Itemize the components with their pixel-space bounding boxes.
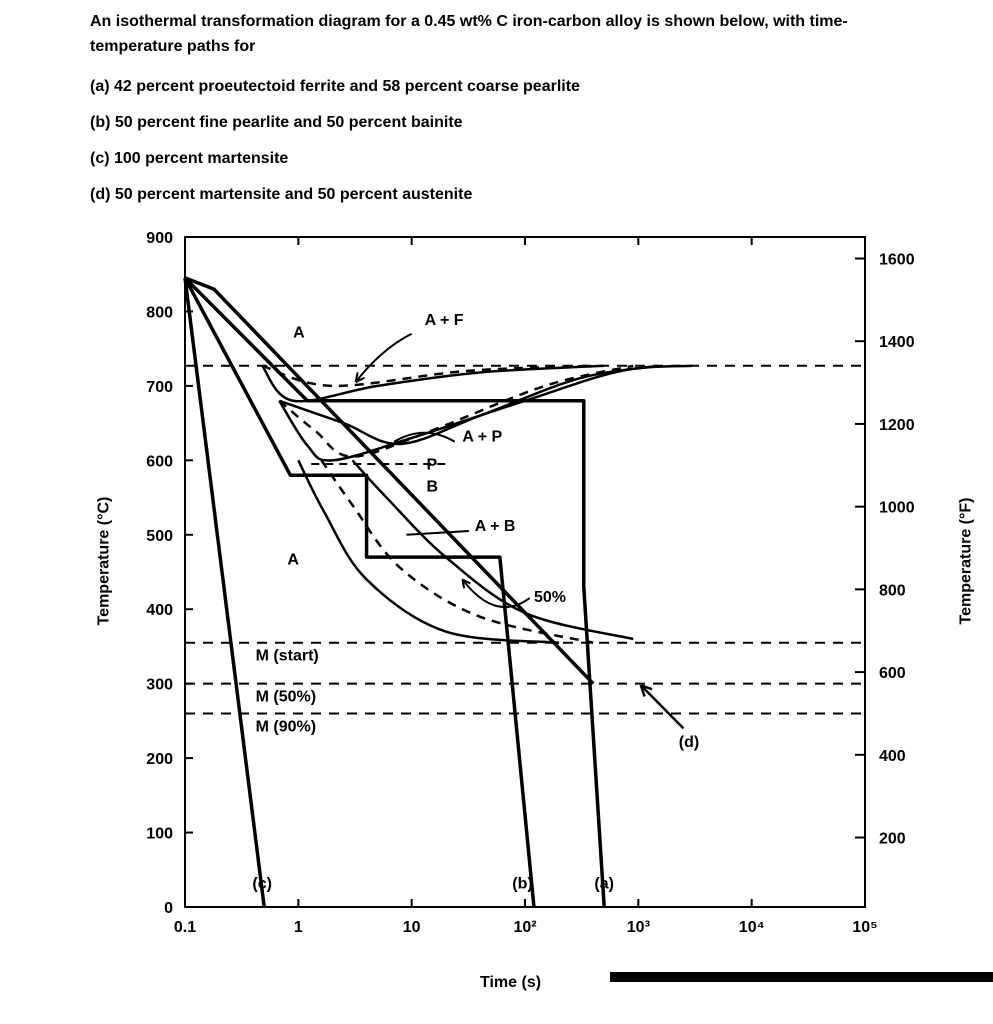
- svg-text:1200: 1200: [879, 417, 915, 434]
- svg-text:10⁵: 10⁵: [852, 919, 877, 936]
- option-c: (c) 100 percent martensite: [90, 150, 903, 168]
- svg-text:M (90%): M (90%): [256, 718, 316, 735]
- svg-text:800: 800: [879, 582, 906, 599]
- option-d: (d) 50 percent martensite and 50 percent…: [90, 186, 903, 204]
- question-block: An isothermal transformation diagram for…: [30, 10, 963, 204]
- svg-text:A + F: A + F: [425, 311, 464, 328]
- svg-text:600: 600: [879, 665, 906, 682]
- svg-text:1: 1: [294, 919, 303, 936]
- option-a: (a) 42 percent proeutectoid ferrite and …: [90, 78, 903, 96]
- svg-text:A: A: [287, 551, 299, 568]
- svg-text:10³: 10³: [627, 919, 650, 936]
- svg-text:10⁴: 10⁴: [739, 919, 765, 936]
- svg-text:A + P: A + P: [462, 428, 502, 445]
- svg-text:(b): (b): [512, 875, 532, 892]
- svg-text:A: A: [293, 324, 305, 341]
- svg-text:900: 900: [146, 230, 173, 247]
- svg-text:M (50%): M (50%): [256, 688, 316, 705]
- y-axis-label-fahrenheit: Temperature (°F): [957, 497, 975, 624]
- svg-text:1000: 1000: [879, 499, 915, 516]
- svg-text:700: 700: [146, 378, 173, 395]
- x-axis-label: Time (s): [480, 974, 541, 992]
- svg-text:200: 200: [146, 751, 173, 768]
- svg-text:200: 200: [879, 830, 906, 847]
- svg-text:500: 500: [146, 527, 173, 544]
- decorative-bar: [610, 972, 993, 982]
- svg-text:0.1: 0.1: [174, 919, 196, 936]
- svg-text:300: 300: [146, 676, 173, 693]
- svg-text:10²: 10²: [513, 919, 536, 936]
- question-intro: An isothermal transformation diagram for…: [90, 10, 903, 60]
- svg-text:(c): (c): [252, 875, 272, 892]
- svg-text:400: 400: [879, 747, 906, 764]
- svg-text:A + B: A + B: [475, 518, 516, 535]
- ttt-svg: 0.1 1 10 10² 10³ 10⁴ 10⁵ 0 100 200 300 400 500 600 700…: [100, 222, 970, 962]
- svg-text:P: P: [426, 456, 437, 473]
- svg-text:10: 10: [403, 919, 421, 936]
- option-b: (b) 50 percent fine pearlite and 50 perc…: [90, 114, 903, 132]
- svg-text:50%: 50%: [534, 588, 566, 605]
- svg-text:400: 400: [146, 602, 173, 619]
- svg-text:800: 800: [146, 304, 173, 321]
- svg-text:100: 100: [146, 825, 173, 842]
- svg-text:(d): (d): [679, 734, 699, 751]
- svg-text:(a): (a): [594, 875, 614, 892]
- ttt-diagram: Temperature (°C) Temperature (°F) Time (…: [100, 222, 970, 982]
- svg-text:B: B: [426, 478, 438, 495]
- svg-text:600: 600: [146, 453, 173, 470]
- svg-text:1400: 1400: [879, 334, 915, 351]
- y-axis-label-celsius: Temperature (°C): [95, 496, 113, 625]
- svg-text:0: 0: [164, 900, 173, 917]
- svg-text:1600: 1600: [879, 251, 915, 268]
- svg-text:M (start): M (start): [256, 647, 319, 664]
